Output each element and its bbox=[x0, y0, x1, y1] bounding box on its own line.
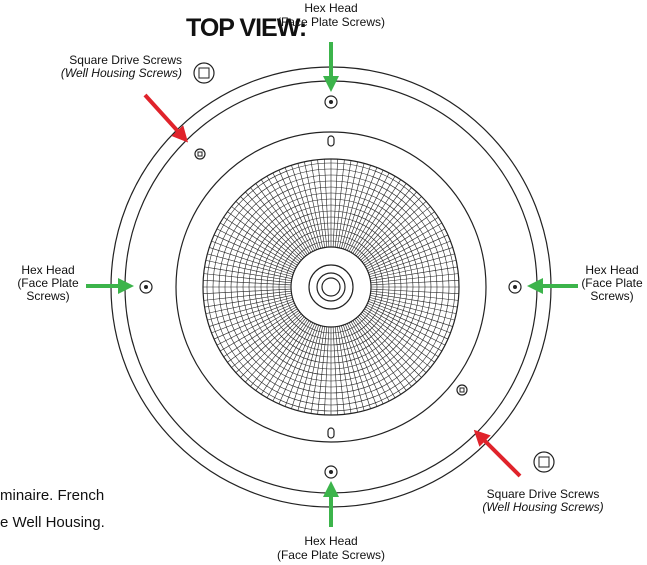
grille bbox=[363, 311, 434, 363]
grille bbox=[227, 311, 298, 363]
grille bbox=[371, 291, 459, 300]
grille bbox=[311, 161, 325, 248]
callout: Square Drive Screws(Well Housing Screws) bbox=[482, 487, 603, 514]
grille bbox=[304, 326, 322, 412]
body-text: minaire. French bbox=[0, 487, 104, 504]
grille bbox=[204, 291, 292, 300]
grille bbox=[337, 161, 351, 248]
grille bbox=[318, 160, 327, 248]
grille bbox=[363, 212, 434, 264]
grille bbox=[335, 160, 344, 248]
grille bbox=[324, 159, 329, 247]
arrows bbox=[86, 42, 578, 527]
grille bbox=[355, 319, 407, 390]
callout: Hex Head(Face Plate Screws) bbox=[277, 1, 385, 29]
callout: Square Drive Screws(Well Housing Screws) bbox=[61, 53, 182, 80]
grille bbox=[333, 159, 338, 247]
grille bbox=[206, 260, 292, 278]
grille bbox=[355, 183, 407, 254]
grille bbox=[227, 212, 298, 264]
grille bbox=[256, 319, 308, 390]
grille bbox=[205, 267, 292, 281]
grille bbox=[359, 315, 421, 377]
grille bbox=[337, 327, 351, 414]
grille bbox=[371, 293, 458, 307]
grille bbox=[205, 293, 292, 307]
grille bbox=[339, 326, 357, 412]
grille bbox=[304, 162, 322, 248]
grille bbox=[240, 315, 302, 377]
grille bbox=[324, 327, 329, 415]
grille bbox=[311, 327, 325, 414]
grille bbox=[240, 196, 302, 258]
grille bbox=[333, 327, 338, 415]
grille bbox=[370, 295, 456, 313]
callout: Hex Head(Face PlateScrews) bbox=[17, 263, 79, 303]
grille bbox=[204, 274, 292, 283]
grille bbox=[370, 260, 456, 278]
grille bbox=[371, 280, 459, 285]
grille bbox=[339, 162, 357, 248]
grille bbox=[371, 267, 458, 281]
grille bbox=[203, 280, 291, 285]
grille bbox=[371, 274, 459, 283]
grille bbox=[371, 289, 459, 294]
grille bbox=[256, 183, 308, 254]
grille bbox=[318, 327, 327, 415]
grille bbox=[335, 327, 344, 415]
diagram: TOP VIEW: Hex Head(Face Plate Screws) Sq… bbox=[0, 0, 647, 565]
body-text: e Well Housing. bbox=[0, 514, 105, 531]
grille bbox=[359, 196, 421, 258]
grille bbox=[203, 289, 291, 294]
callout: Hex Head(Face Plate Screws) bbox=[277, 534, 385, 562]
grille bbox=[206, 295, 292, 313]
